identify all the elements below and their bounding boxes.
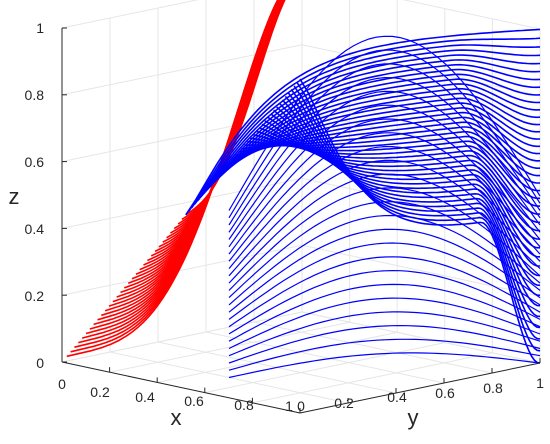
blue-fan-trajectory-2: [228, 63, 541, 226]
red-trajectory-0: [66, 0, 279, 358]
blue-fan-trajectory-11: [228, 187, 541, 291]
wall-yz-grid-z-2: [61, 177, 303, 229]
blue-trajectory-2: [190, 44, 541, 209]
red-trajectory-10: [104, 0, 280, 312]
blue-fan-trajectory-3: [228, 76, 541, 233]
red-series-layer: [66, 0, 286, 358]
x-tick-label-2: 0.4: [135, 389, 155, 405]
x-tick-label-4: 0.8: [234, 397, 254, 413]
blue-fan-trajectory-7: [228, 132, 541, 262]
blue-fan-trajectory-13: [228, 214, 541, 306]
blue-fan-trajectory-18: [228, 283, 541, 342]
y-tick-label-4: 0.8: [483, 380, 503, 396]
floor-grid-x-3: [204, 342, 445, 394]
wall-yz-grid-z-0: [61, 311, 303, 363]
blue-fan-trajectory-19: [228, 297, 541, 350]
wall-yz-grid-z-5: [61, 0, 199, 29]
blue-fan-trajectory-14: [228, 228, 541, 313]
x-axis-label: x: [171, 405, 182, 430]
blue-fan-trajectory-8: [228, 146, 541, 269]
y-tick-label-2: 0.4: [387, 389, 407, 405]
red-trajectory-4: [81, 0, 280, 339]
blue-fan-trajectory-21: [228, 324, 541, 364]
z-tick-labels: 0 0.2 0.4 0.6 0.8 1: [25, 20, 45, 371]
blue-fan-trajectory-6: [228, 118, 541, 255]
blue-fan-trajectory-0: [228, 35, 541, 211]
x-tick-label-1: 0.2: [90, 384, 110, 400]
z-tick-label-4: 0.8: [25, 87, 45, 103]
x-tick-label-3: 0.6: [184, 393, 204, 409]
x-tick-label-5: 1: [285, 398, 293, 414]
y-tick-label-5: 1: [536, 375, 544, 391]
z-tick-label-2: 0.4: [25, 221, 45, 237]
y-tick-label-1: 0.2: [334, 395, 354, 411]
blue-fan-trajectory-16: [228, 256, 541, 328]
wall-xz-grid-z-5: [402, 0, 541, 30]
z-axis-label: z: [9, 184, 20, 209]
red-trajectory-22: [150, 0, 283, 257]
blue-series-layer: [185, 28, 541, 379]
z-tick-label-3: 0.6: [25, 154, 45, 170]
red-trajectory-13: [116, 0, 281, 298]
y-tick-labels: 0 0.2 0.4 0.6 0.8 1: [297, 375, 544, 414]
blue-trajectory-19: [241, 126, 540, 177]
blue-fan-trajectory-22: [228, 338, 541, 371]
wall-yz-grid-z-3: [61, 111, 303, 163]
y-tick-label-3: 0.6: [435, 385, 455, 401]
wall-xz-grid-z-0: [301, 311, 541, 364]
red-trajectory-31: [185, 0, 286, 216]
blue-fan-trajectory-10: [228, 173, 541, 284]
blue-fan-trajectory-20: [228, 311, 541, 357]
y-axis-label: y: [408, 405, 419, 430]
z-tick-label-1: 0.2: [25, 288, 45, 304]
blue-trajectory-3: [193, 49, 541, 205]
red-trajectory-7: [93, 0, 280, 326]
blue-fan-trajectory-9: [228, 159, 541, 277]
x-tick-label-0: 0: [58, 376, 66, 392]
y-axis-line: [299, 362, 541, 414]
blue-fan-trajectory-4: [228, 90, 541, 240]
x-tick-labels: 0 0.2 0.4 0.6 0.8 1: [58, 376, 293, 414]
z-tick-label-0: 0: [36, 355, 44, 371]
x-axis-line: [61, 361, 301, 414]
blue-fan-trajectory-23: [228, 352, 541, 379]
red-trajectory-19: [139, 0, 282, 271]
wall-xz-grid-z-1: [301, 244, 541, 297]
blue-trajectory-0: [185, 28, 541, 216]
blue-trajectory-12: [220, 92, 541, 174]
wall-yz-grid-z-1: [61, 244, 303, 296]
floor-grid-x-4: [252, 352, 493, 404]
axis-layer: [61, 27, 541, 414]
y-tick-label-0: 0: [297, 398, 305, 414]
blue-fan-trajectory-1: [228, 49, 541, 219]
blue-fan-trajectory-15: [228, 242, 541, 320]
z-tick-label-5: 1: [36, 20, 44, 36]
blue-fan-trajectory-17: [228, 269, 541, 335]
blue-fan-trajectory-12: [228, 201, 541, 299]
floor-grid-x-1: [109, 321, 350, 373]
blue-trajectory-11: [217, 87, 541, 178]
blue-fan-trajectory-5: [228, 104, 541, 248]
